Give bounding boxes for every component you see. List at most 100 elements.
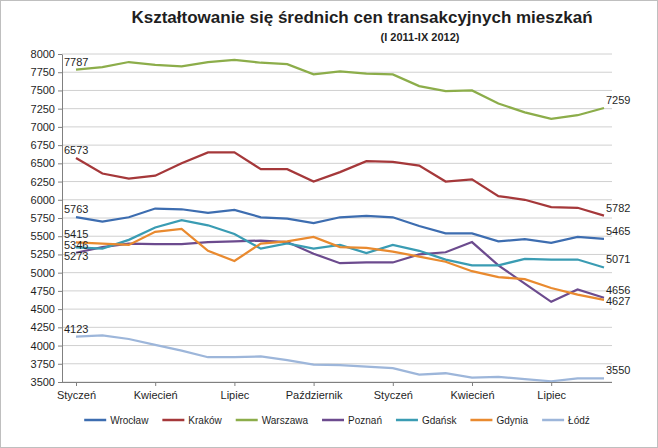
legend-item: Wrocław	[84, 415, 149, 426]
y-tick-label: 7500	[31, 84, 55, 96]
y-tick-mark	[58, 218, 62, 219]
line	[76, 220, 604, 267]
x-tick-mark	[234, 382, 235, 386]
y-tick: 5250	[31, 248, 62, 260]
title: Kształtowanie się średnich cen transakcy…	[131, 8, 592, 27]
series-lines	[76, 60, 604, 381]
y-tick: 8000	[31, 48, 62, 60]
legend-swatch	[396, 419, 418, 422]
y-tick-label: 6250	[31, 176, 55, 188]
grid-line	[62, 309, 612, 310]
legend-item: Kraków	[162, 415, 222, 426]
y-tick: 7250	[31, 103, 62, 115]
legend-item: Gdynia	[470, 415, 528, 426]
chart: Kształtowanie się średnich cen transakcy…	[0, 0, 658, 448]
y-tick-mark	[58, 291, 62, 292]
legend-swatch	[322, 419, 344, 422]
data-label: 5273	[64, 250, 88, 262]
legend-item: Gdańsk	[396, 415, 457, 426]
grid-line	[62, 345, 612, 346]
y-tick-mark	[58, 309, 62, 310]
data-label: 7259	[606, 94, 630, 106]
x-tick: Kwiecień	[134, 382, 178, 401]
y-axis-line	[62, 55, 63, 383]
x-tick-label: Kwiecień	[450, 389, 494, 401]
y-tick-label: 6000	[31, 194, 55, 206]
y-tick-label: 4250	[31, 321, 55, 333]
x-tick-mark	[155, 382, 156, 386]
y-tick-mark	[58, 163, 62, 164]
x-tick-label: Kwiecień	[134, 389, 178, 401]
grid-line	[62, 254, 612, 255]
data-label: 7787	[64, 56, 88, 68]
data-label: 4627	[606, 295, 630, 307]
legend-swatch	[162, 419, 184, 422]
legend-label: Łódź	[568, 415, 590, 426]
y-tick-label: 8000	[31, 48, 55, 60]
y-tick-mark	[58, 145, 62, 146]
y-tick-mark	[58, 327, 62, 328]
y-tick: 7500	[31, 84, 62, 96]
x-tick: Lipiec	[537, 382, 566, 401]
line	[76, 241, 604, 302]
y-tick-label: 3500	[31, 376, 55, 388]
line	[76, 335, 604, 381]
y-tick-label: 6500	[31, 157, 55, 169]
y-tick-label: 7750	[31, 66, 55, 78]
y-tick-label: 5500	[31, 230, 55, 242]
y-tick-mark	[58, 54, 62, 55]
data-label: 6573	[64, 144, 88, 156]
y-tick-label: 7000	[31, 121, 55, 133]
legend-label: Warszawa	[262, 415, 309, 426]
y-tick: 4500	[31, 303, 62, 315]
y-tick: 6250	[31, 176, 62, 188]
data-label: 5763	[64, 203, 88, 215]
grid-line	[62, 272, 612, 273]
y-tick-mark	[58, 182, 62, 183]
x-axis: StyczeńKwiecieńLipiecPaździernikStyczeńK…	[57, 382, 612, 401]
legend-item: Warszawa	[236, 415, 309, 426]
line	[76, 209, 604, 243]
x-tick-label: Styczeń	[57, 389, 96, 401]
y-axis: 3500375040004250450047505000525055005750…	[31, 48, 63, 388]
legend-label: Kraków	[188, 415, 222, 426]
y-tick-label: 5000	[31, 267, 55, 279]
legend-item: Poznań	[322, 415, 382, 426]
grid-line	[62, 90, 612, 91]
grid	[62, 54, 612, 382]
y-tick-mark	[58, 346, 62, 347]
grid-line	[62, 327, 612, 328]
x-tick: Styczeń	[57, 382, 96, 401]
y-tick-mark	[58, 254, 62, 255]
line	[76, 152, 604, 215]
y-tick-mark	[58, 382, 62, 383]
y-tick-label: 5750	[31, 212, 55, 224]
x-tick-mark	[76, 382, 77, 386]
legend-swatch	[542, 419, 564, 422]
x-tick-label: Lipiec	[221, 389, 250, 401]
y-tick-mark	[58, 109, 62, 110]
grid-line	[62, 126, 612, 127]
y-tick: 5000	[31, 267, 62, 279]
y-tick-label: 3750	[31, 358, 55, 370]
y-tick-label: 6750	[31, 139, 55, 151]
grid-line	[62, 163, 612, 164]
x-tick-mark	[314, 382, 315, 386]
y-tick: 4250	[31, 321, 62, 333]
legend-label: Gdańsk	[422, 415, 457, 426]
grid-line	[62, 145, 612, 146]
y-tick: 5750	[31, 212, 62, 224]
x-tick-mark	[472, 382, 473, 386]
x-tick-label: Lipiec	[537, 389, 566, 401]
data-label: 5071	[606, 253, 630, 265]
y-tick-label: 4500	[31, 303, 55, 315]
subtitle: (I 2011-IX 2012)	[381, 31, 460, 43]
y-tick: 6750	[31, 139, 62, 151]
y-tick: 6000	[31, 194, 62, 206]
x-tick: Kwiecień	[450, 382, 494, 401]
y-tick: 4750	[31, 285, 62, 297]
grid-line	[62, 290, 612, 291]
legend: Wrocław Kraków Warszawa Poznań Gdańsk Gdynia Ł…	[84, 415, 590, 426]
x-tick: Lipiec	[221, 382, 250, 401]
legend-swatch	[236, 419, 258, 422]
